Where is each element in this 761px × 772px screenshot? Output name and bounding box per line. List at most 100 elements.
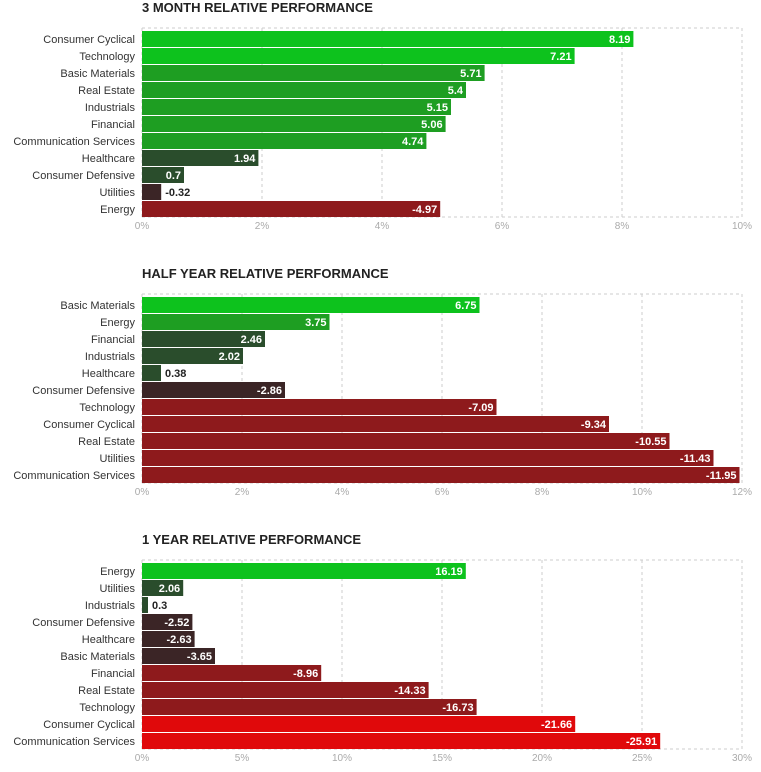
bar[interactable] (142, 382, 285, 398)
x-tick-label: 30% (732, 753, 752, 764)
chart-1-year: 1 YEAR RELATIVE PERFORMANCE 0% 5% 10% 15% 20… (0, 532, 761, 772)
category-label: Real Estate (78, 685, 135, 697)
value-label: 7.21 (550, 51, 571, 63)
value-label: 5.4 (448, 85, 464, 97)
category-label: Healthcare (82, 634, 135, 646)
value-label: -8.96 (293, 668, 318, 680)
value-label: 0.3 (152, 600, 167, 612)
bar[interactable] (142, 48, 575, 64)
chart-title: HALF YEAR RELATIVE PERFORMANCE (142, 266, 389, 281)
bar[interactable] (142, 184, 162, 200)
category-label: Industrials (85, 600, 136, 612)
category-label: Consumer Defensive (32, 170, 135, 182)
category-label: Real Estate (78, 436, 135, 448)
bar[interactable] (142, 399, 497, 415)
x-tick-label: 5% (235, 753, 250, 764)
bar[interactable] (142, 597, 148, 613)
bar[interactable] (142, 733, 661, 749)
value-label: -14.33 (394, 685, 425, 697)
category-label: Real Estate (78, 85, 135, 97)
bar[interactable] (142, 699, 477, 715)
category-label: Consumer Defensive (32, 385, 135, 397)
category-label: Basic Materials (60, 300, 135, 312)
bar[interactable] (142, 580, 184, 596)
value-label: 8.19 (609, 34, 630, 46)
category-label: Healthcare (82, 153, 135, 165)
category-label: Energy (100, 204, 135, 216)
x-tick-label: 2% (255, 221, 270, 232)
x-tick-label: 10% (332, 753, 352, 764)
category-label: Technology (79, 51, 135, 63)
value-label: 2.02 (219, 351, 240, 363)
bar[interactable] (142, 450, 714, 466)
bar[interactable] (142, 665, 322, 681)
value-label: 6.75 (455, 300, 476, 312)
x-tick-label: 8% (615, 221, 630, 232)
category-label: Communication Services (13, 736, 135, 748)
x-tick-label: 0% (135, 753, 150, 764)
chart-title: 1 YEAR RELATIVE PERFORMANCE (142, 532, 362, 547)
value-label: 5.15 (427, 102, 448, 114)
value-label: 4.74 (402, 136, 424, 148)
bar[interactable] (142, 648, 215, 664)
category-label: Communication Services (13, 136, 135, 148)
chart-3-month: 3 MONTH RELATIVE PERFORMANCE 0% 2% 4% 6% 8% 1… (0, 0, 761, 240)
category-label: Financial (91, 334, 135, 346)
category-label: Energy (100, 317, 135, 329)
value-label: -16.73 (442, 702, 473, 714)
value-label: 0.38 (165, 368, 186, 380)
category-label: Energy (100, 566, 135, 578)
x-tick-label: 6% (495, 221, 510, 232)
bar[interactable] (142, 433, 670, 449)
category-label: Consumer Cyclical (43, 34, 135, 46)
bar[interactable] (142, 31, 634, 47)
bar[interactable] (142, 416, 609, 432)
bar[interactable] (142, 297, 480, 313)
value-label: -7.09 (468, 402, 493, 414)
bar[interactable] (142, 467, 740, 483)
bar[interactable] (142, 563, 466, 579)
value-label: 3.75 (305, 317, 326, 329)
bar[interactable] (142, 631, 195, 647)
bar[interactable] (142, 365, 161, 381)
bar[interactable] (142, 716, 576, 732)
x-tick-label: 10% (732, 221, 752, 232)
x-tick-label: 8% (535, 487, 550, 498)
bar[interactable] (142, 150, 259, 166)
value-label: 2.06 (159, 583, 180, 595)
category-label: Healthcare (82, 368, 135, 380)
value-label: 2.46 (241, 334, 262, 346)
bar[interactable] (142, 99, 451, 115)
category-label: Industrials (85, 351, 136, 363)
x-tick-label: 0% (135, 487, 150, 498)
chart-half-year: HALF YEAR RELATIVE PERFORMANCE 0% 2% 4% 6% 8… (0, 266, 761, 506)
bar[interactable] (142, 682, 429, 698)
bar[interactable] (142, 133, 427, 149)
value-label: 5.71 (460, 68, 481, 80)
value-label: -2.63 (167, 634, 192, 646)
bar[interactable] (142, 201, 441, 217)
value-label: -11.95 (706, 470, 737, 482)
category-label: Basic Materials (60, 651, 135, 663)
bar[interactable] (142, 348, 243, 364)
category-label: Basic Materials (60, 68, 135, 80)
value-label: 16.19 (435, 566, 463, 578)
category-label: Consumer Cyclical (43, 419, 135, 431)
bar[interactable] (142, 331, 265, 347)
x-tick-label: 6% (435, 487, 450, 498)
bar[interactable] (142, 167, 184, 183)
x-tick-label: 2% (235, 487, 250, 498)
value-label: -21.66 (541, 719, 572, 731)
value-label: 1.94 (234, 153, 256, 165)
category-label: Technology (79, 402, 135, 414)
value-label: -25.91 (626, 736, 657, 748)
bar[interactable] (142, 82, 466, 98)
bar[interactable] (142, 314, 330, 330)
chart-title: 3 MONTH RELATIVE PERFORMANCE (142, 0, 373, 15)
value-label: -10.55 (635, 436, 666, 448)
bar[interactable] (142, 116, 446, 132)
bar[interactable] (142, 65, 485, 81)
bar[interactable] (142, 614, 193, 630)
x-tick-label: 10% (632, 487, 652, 498)
value-label: -11.43 (680, 453, 711, 465)
